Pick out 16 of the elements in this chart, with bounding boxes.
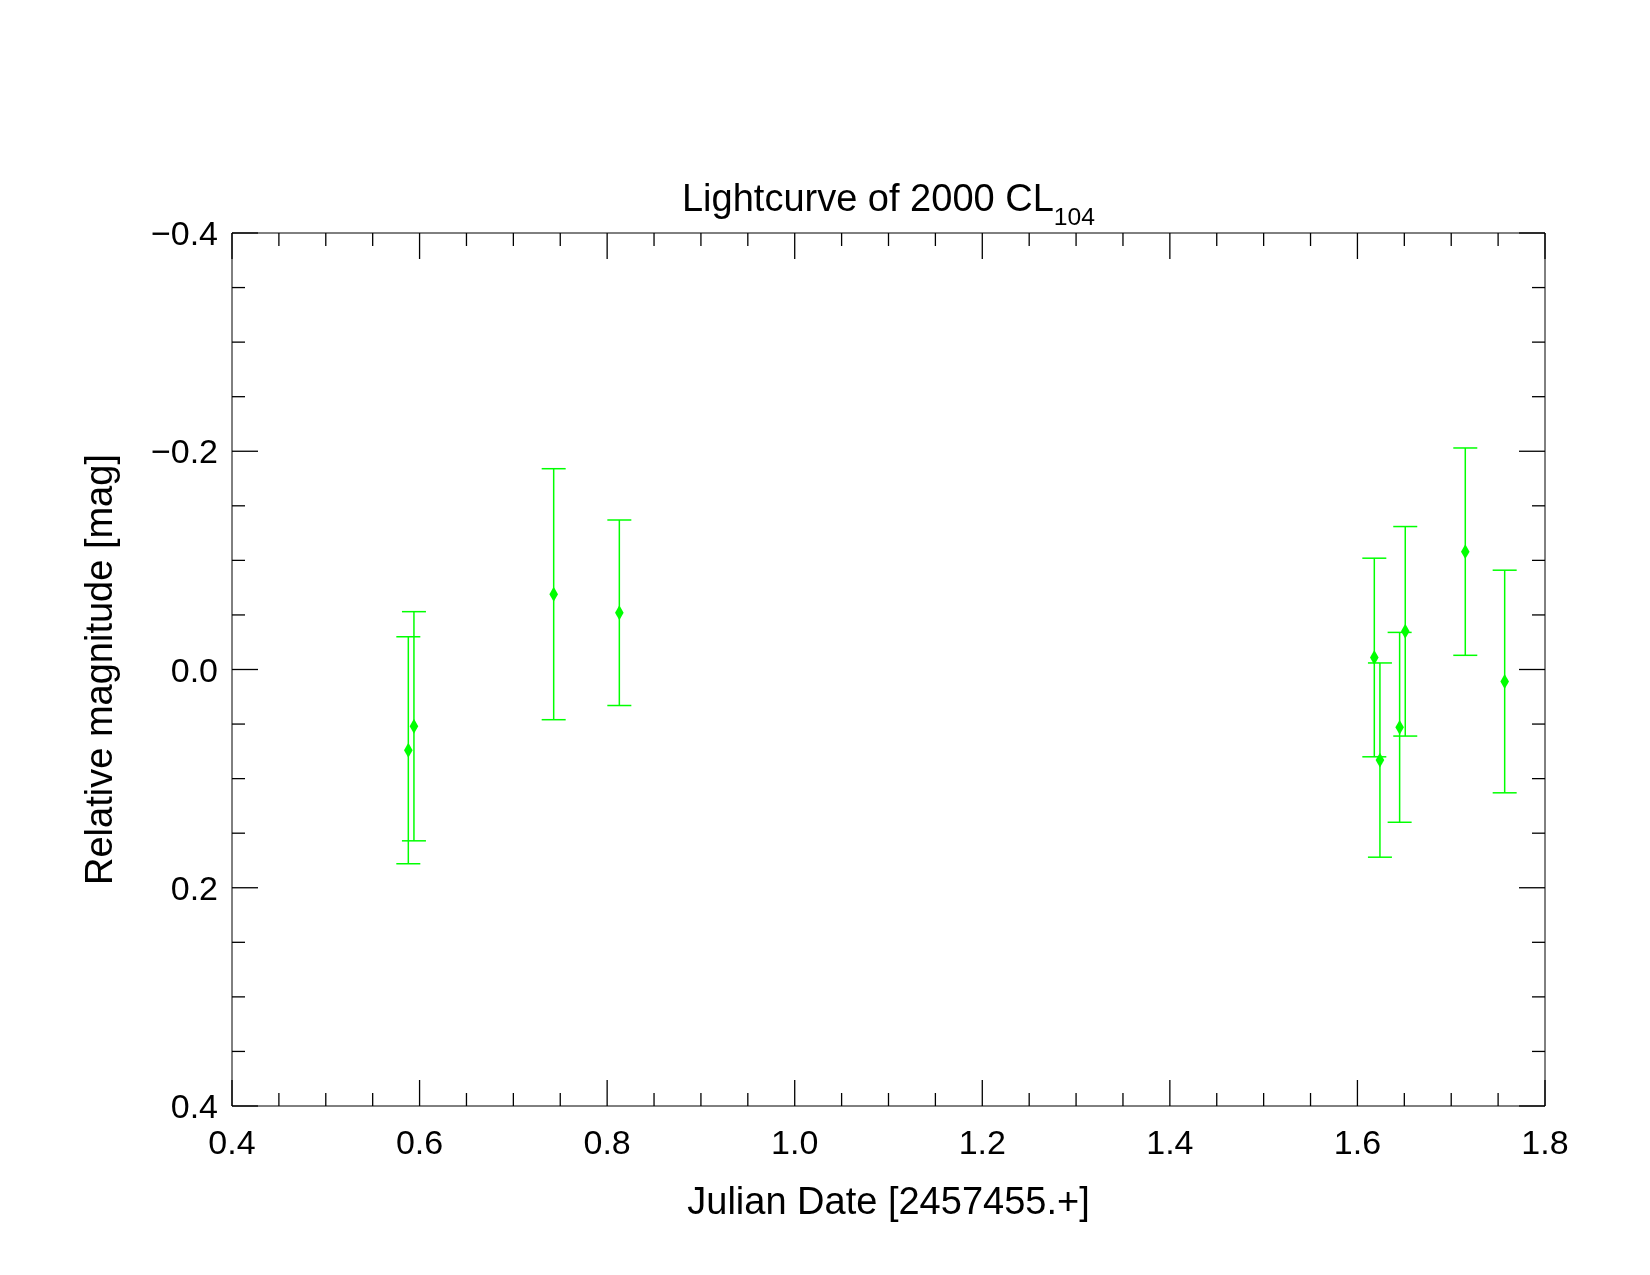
x-tick-label: 1.2 — [958, 1123, 1006, 1161]
x-tick-label: 0.6 — [395, 1123, 444, 1161]
y-axis-title: Relative magnitude [mag] — [78, 454, 120, 885]
y-tick-label: −0.2 — [150, 432, 218, 471]
x-tick-label: 0.8 — [583, 1123, 631, 1161]
x-tick-label: 0.4 — [208, 1123, 256, 1161]
y-tick-label: 0.0 — [170, 650, 218, 689]
y-tick-label: 0.4 — [170, 1087, 218, 1125]
chart-title: Lightcurve of 2000 CL$_{104}$ — [681, 177, 1096, 230]
x-tick-label: 1.0 — [771, 1123, 819, 1161]
x-tick-label: 1.6 — [1333, 1123, 1382, 1161]
y-tick-label: 0.2 — [170, 868, 218, 907]
y-tick-label: −0.4 — [150, 214, 218, 252]
x-axis-title: Julian Date [2457455.+] — [687, 1180, 1090, 1222]
x-tick-label: 1.4 — [1146, 1123, 1194, 1161]
x-tick-label: 1.8 — [1521, 1123, 1569, 1161]
